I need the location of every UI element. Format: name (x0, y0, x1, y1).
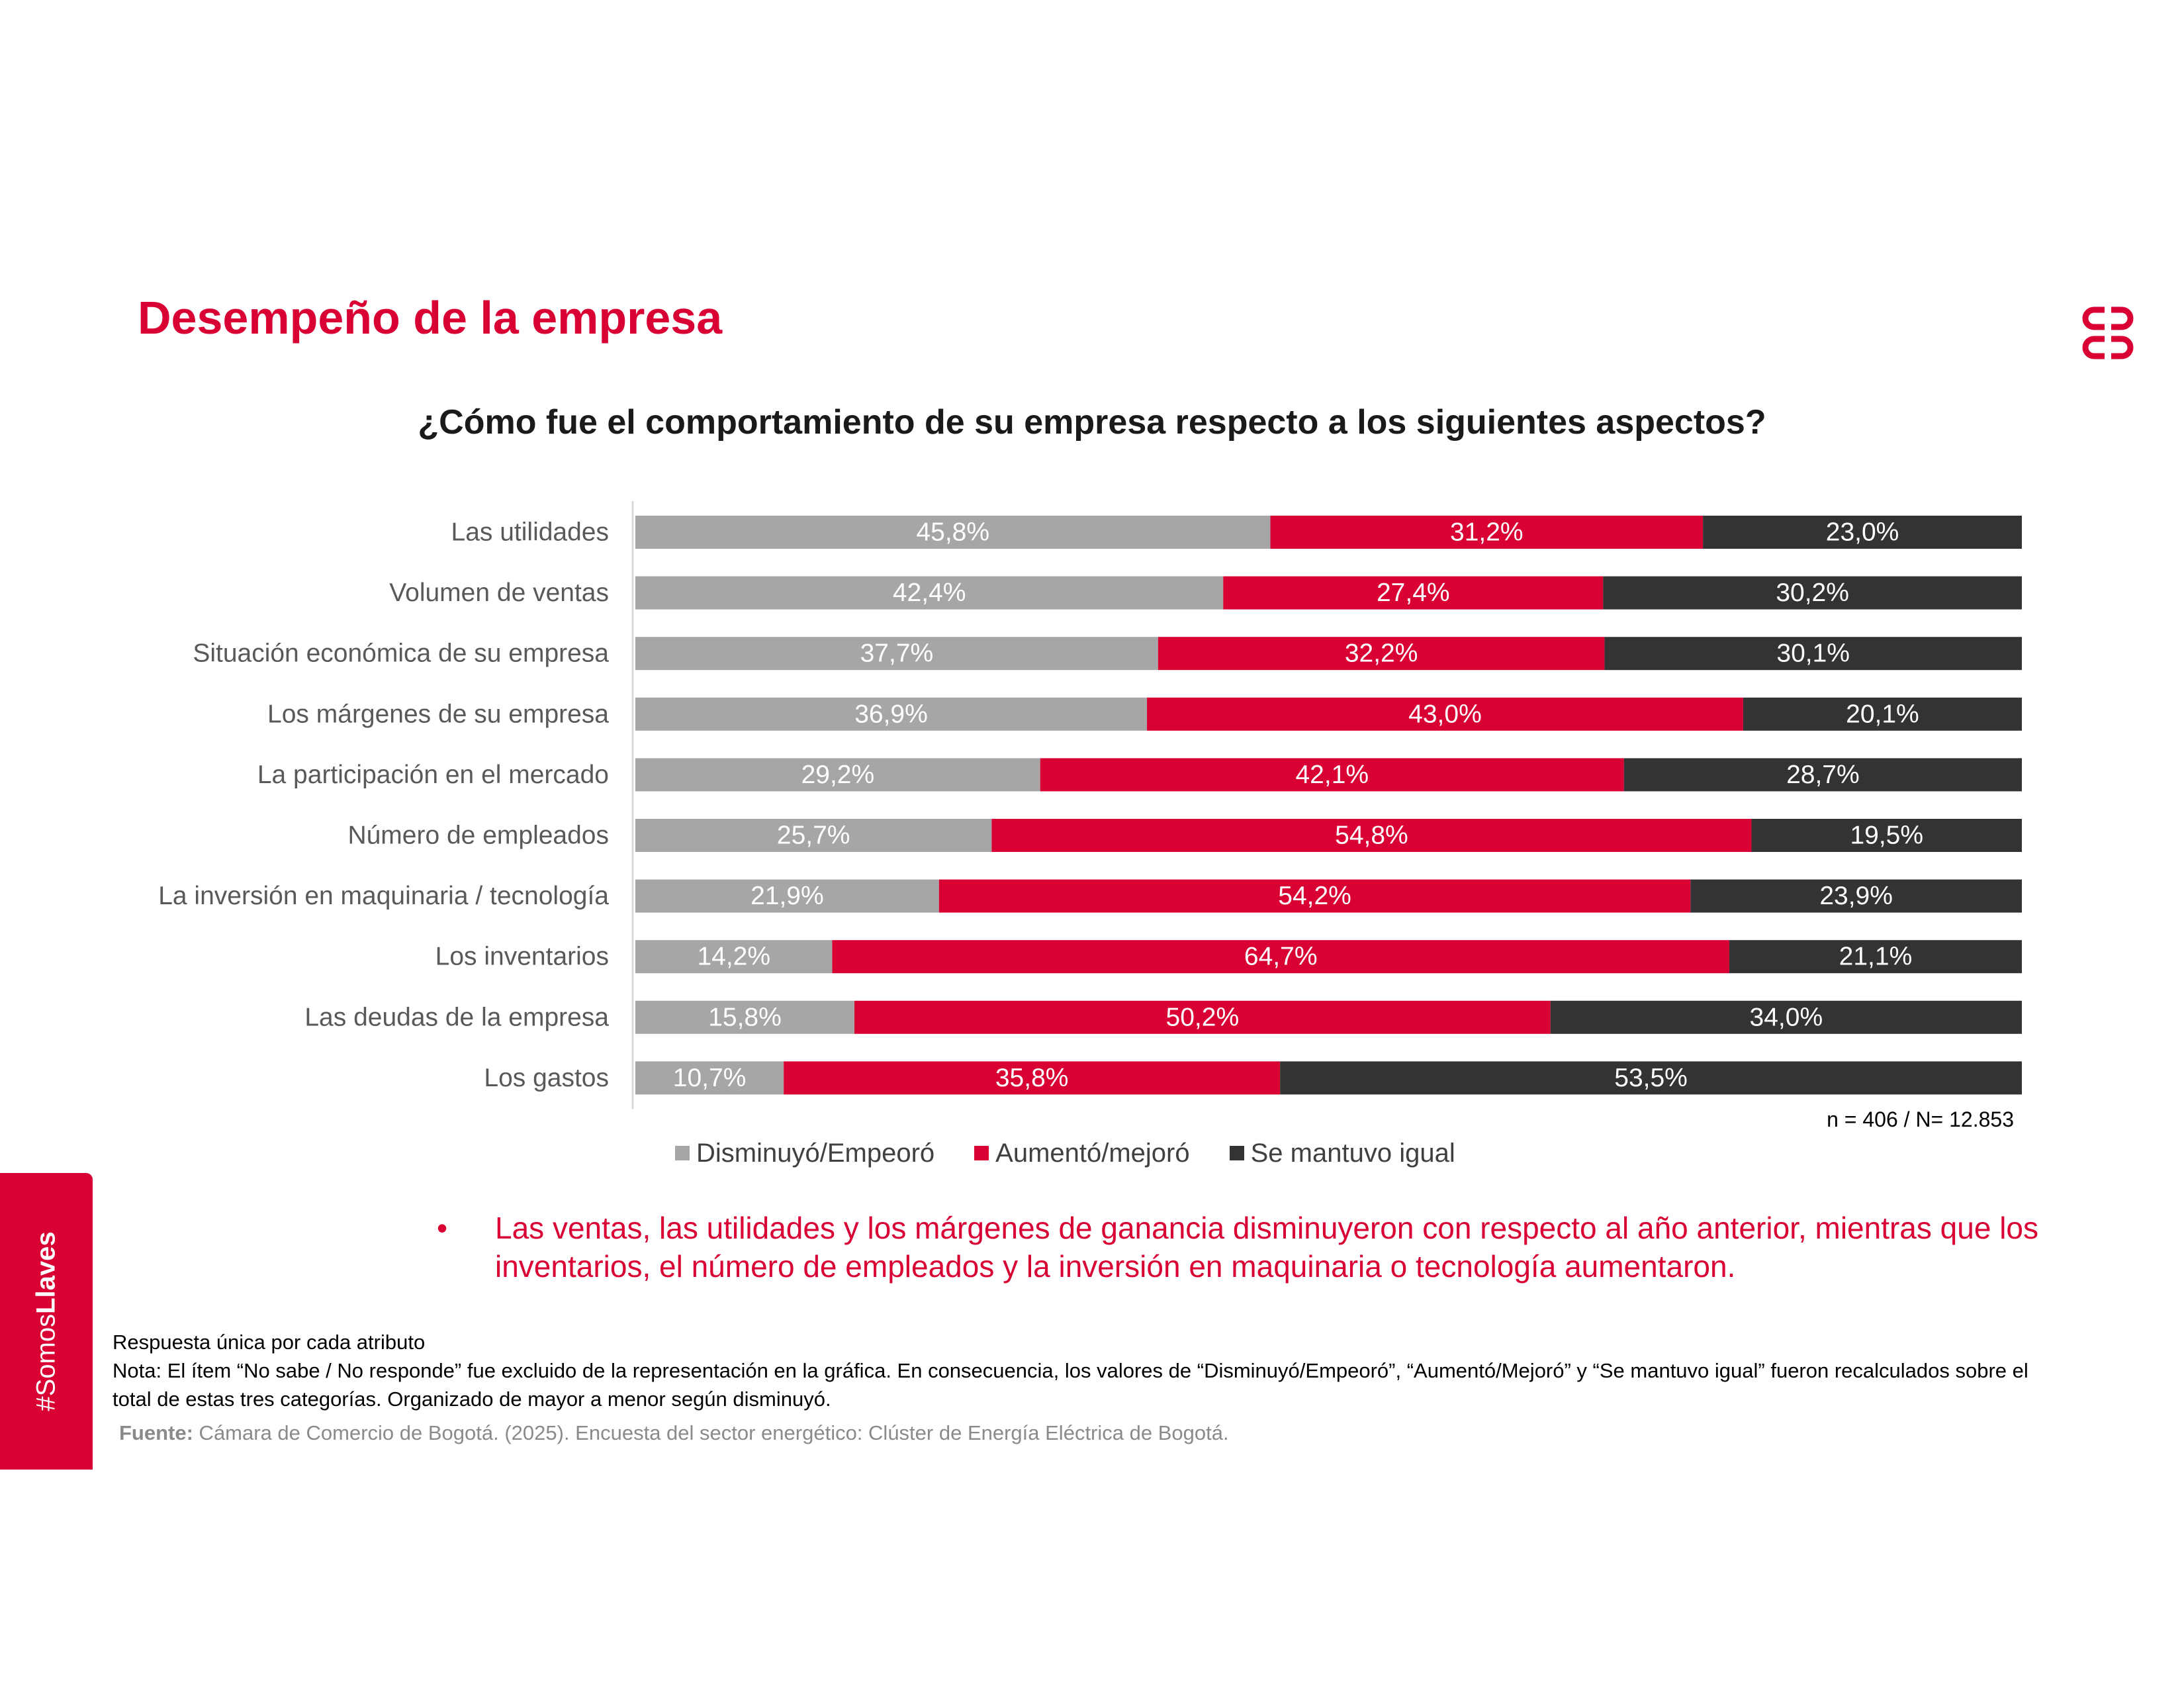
data-label-igual-los-margenes-de-su-empresa: 20,1% (1846, 700, 1919, 728)
footnote-methodology: Nota: El ítem “No sabe / No responde” fu… (113, 1359, 2028, 1411)
data-label-igual-los-gastos: 53,5% (1614, 1064, 1688, 1092)
bar-disminuyo-las-deudas-de-la-empresa (635, 1000, 855, 1034)
legend-item-igual: Se mantuvo igual (1229, 1138, 1455, 1168)
bar-aumento-las-deudas-de-la-empresa (854, 1000, 1551, 1034)
bar-disminuyo-numero-de-empleados (635, 819, 992, 852)
chart-title: ¿Cómo fue el comportamiento de su empres… (418, 403, 1766, 442)
data-label-disminuyo-los-gastos: 10,7% (673, 1064, 747, 1092)
data-label-disminuyo-las-deudas-de-la-empresa: 15,8% (708, 1003, 782, 1031)
bar-igual-situacion-economica-de-su-empresa (1604, 637, 2022, 671)
bar-igual-numero-de-empleados (1751, 819, 2022, 852)
chart-legend: Disminuyó/Empeoró Aumentó/mejoró Se mant… (675, 1133, 1495, 1173)
data-label-disminuyo-volumen-de-ventas: 42,4% (893, 579, 966, 607)
stacked-bar-chart: Las utilidades 45,8% 31,2% 23,0% Volumen de … (158, 501, 2022, 1109)
data-label-aumento-la-participacion-en-el-mercado: 42,1% (1295, 761, 1369, 789)
bar-igual-los-gastos (1280, 1061, 2022, 1095)
bar-aumento-la-participacion-en-el-mercado (1040, 758, 1624, 792)
data-label-aumento-volumen-de-ventas: 27,4% (1377, 579, 1450, 607)
data-label-disminuyo-los-margenes-de-su-empresa: 36,9% (854, 700, 928, 728)
data-label-igual-numero-de-empleados: 19,5% (1850, 821, 1923, 850)
data-label-disminuyo-los-inventarios: 14,2% (697, 943, 770, 971)
source-citation: Fuente: Cámara de Comercio de Bogotá. (2… (119, 1421, 1229, 1445)
footnote-response-type: Respuesta única por cada atributo (113, 1331, 426, 1354)
bar-aumento-los-inventarios (832, 940, 1729, 974)
data-label-aumento-los-inventarios: 64,7% (1244, 943, 1318, 971)
data-label-igual-situacion-economica-de-su-empresa: 30,1% (1776, 639, 1850, 668)
data-label-igual-la-participacion-en-el-mercado: 28,7% (1786, 761, 1860, 789)
page-title: Desempeño de la empresa (138, 292, 723, 344)
bar-aumento-situacion-economica-de-su-empresa (1158, 637, 1605, 671)
bar-igual-la-inversion-en-maquinaria-tecnologia (1690, 879, 2022, 913)
data-label-aumento-las-deudas-de-la-empresa: 50,2% (1166, 1003, 1240, 1031)
bar-aumento-las-utilidades (1270, 516, 1704, 549)
bar-disminuyo-la-inversion-en-maquinaria-tecnologia (635, 879, 939, 913)
somos-llaves-label: #SomosLlaves (32, 1231, 62, 1411)
data-label-disminuyo-la-participacion-en-el-mercado: 29,2% (801, 761, 875, 789)
data-label-disminuyo-las-utilidades: 45,8% (916, 518, 989, 547)
data-label-aumento-la-inversion-en-maquinaria-tecnologia: 54,2% (1278, 882, 1351, 910)
data-label-aumento-situacion-economica-de-su-empresa: 32,2% (1345, 639, 1418, 668)
data-label-igual-la-inversion-en-maquinaria-tecnologia: 23,9% (1819, 882, 1893, 910)
ccb-logo-icon (2082, 306, 2134, 359)
category-label-los-gastos: Los gastos (484, 1064, 609, 1092)
bar-disminuyo-los-gastos (635, 1061, 784, 1095)
bar-igual-los-inventarios (1729, 940, 2022, 974)
somos-llaves-tab: #SomosLlaves (0, 1173, 93, 1470)
category-label-volumen-de-ventas: Volumen de ventas (389, 579, 609, 607)
bar-disminuyo-los-margenes-de-su-empresa (635, 697, 1148, 731)
source-text: Cámara de Comercio de Bogotá. (2025). En… (193, 1421, 1229, 1444)
bar-igual-los-margenes-de-su-empresa (1743, 697, 2022, 731)
legend-item-aumento: Aumentó/mejoró (974, 1138, 1190, 1168)
side-tab-prefix: #Somos (31, 1313, 61, 1411)
bar-igual-las-utilidades (1703, 516, 2022, 549)
data-label-igual-volumen-de-ventas: 30,2% (1776, 579, 1849, 607)
legend-label-aumento: Aumentó/mejoró (995, 1138, 1190, 1168)
sample-size-note: n = 406 / N= 12.853 (1827, 1107, 2014, 1131)
legend-item-disminuyo: Disminuyó/Empeoró (675, 1139, 934, 1168)
bar-disminuyo-volumen-de-ventas (635, 576, 1224, 610)
bar-disminuyo-los-inventarios (635, 940, 833, 974)
category-label-numero-de-empleados: Número de empleados (347, 821, 609, 850)
legend-label-igual: Se mantuvo igual (1250, 1138, 1455, 1168)
bar-igual-la-participacion-en-el-mercado (1623, 758, 2022, 792)
bar-disminuyo-la-participacion-en-el-mercado (635, 758, 1040, 792)
data-label-aumento-los-margenes-de-su-empresa: 43,0% (1408, 700, 1482, 728)
bar-disminuyo-situacion-economica-de-su-empresa (635, 637, 1158, 671)
bar-disminuyo-las-utilidades (635, 516, 1271, 549)
bar-aumento-numero-de-empleados (991, 819, 1752, 852)
bar-aumento-los-gastos (784, 1061, 1281, 1095)
category-label-los-margenes-de-su-empresa: Los márgenes de su empresa (267, 700, 609, 728)
legend-swatch-igual (1229, 1146, 1244, 1160)
data-label-aumento-numero-de-empleados: 54,8% (1335, 821, 1408, 850)
footnotes: Respuesta única por cada atributo Nota: … (113, 1328, 2032, 1413)
legend-swatch-aumento (974, 1146, 989, 1160)
bullet-dot: • (437, 1211, 448, 1245)
bar-aumento-la-inversion-en-maquinaria-tecnologia (938, 879, 1691, 913)
data-label-disminuyo-numero-de-empleados: 25,7% (777, 821, 850, 850)
category-label-las-deudas-de-la-empresa: Las deudas de la empresa (304, 1003, 609, 1031)
bar-aumento-volumen-de-ventas (1223, 576, 1604, 610)
category-label-la-participacion-en-el-mercado: La participación en el mercado (257, 761, 609, 789)
data-label-igual-los-inventarios: 21,1% (1839, 943, 1913, 971)
data-label-igual-las-deudas-de-la-empresa: 34,0% (1750, 1003, 1823, 1031)
source-label: Fuente: (119, 1421, 193, 1444)
category-label-las-utilidades: Las utilidades (451, 518, 610, 547)
bar-igual-las-deudas-de-la-empresa (1550, 1000, 2022, 1034)
category-label-los-inventarios: Los inventarios (435, 943, 609, 971)
category-label-situacion-economica-de-su-empresa: Situación económica de su empresa (193, 639, 609, 668)
side-tab-bold: Llaves (31, 1231, 61, 1314)
insight-text: Las ventas, las utilidades y los márgene… (495, 1211, 2039, 1284)
data-label-aumento-los-gastos: 35,8% (995, 1064, 1069, 1092)
category-label-la-inversion-en-maquinaria-tecnologia: La inversión en maquinaria / tecnología (158, 882, 609, 910)
bar-igual-volumen-de-ventas (1603, 576, 2022, 610)
data-label-disminuyo-situacion-economica-de-su-empresa: 37,7% (860, 639, 934, 668)
data-label-disminuyo-la-inversion-en-maquinaria-tecnologia: 21,9% (751, 882, 824, 910)
legend-label-disminuyo: Disminuyó/Empeoró (696, 1138, 935, 1168)
legend-swatch-disminuyo (675, 1146, 690, 1160)
data-label-aumento-las-utilidades: 31,2% (1450, 518, 1524, 547)
bar-aumento-los-margenes-de-su-empresa (1147, 697, 1743, 731)
data-label-igual-las-utilidades: 23,0% (1826, 518, 1899, 547)
